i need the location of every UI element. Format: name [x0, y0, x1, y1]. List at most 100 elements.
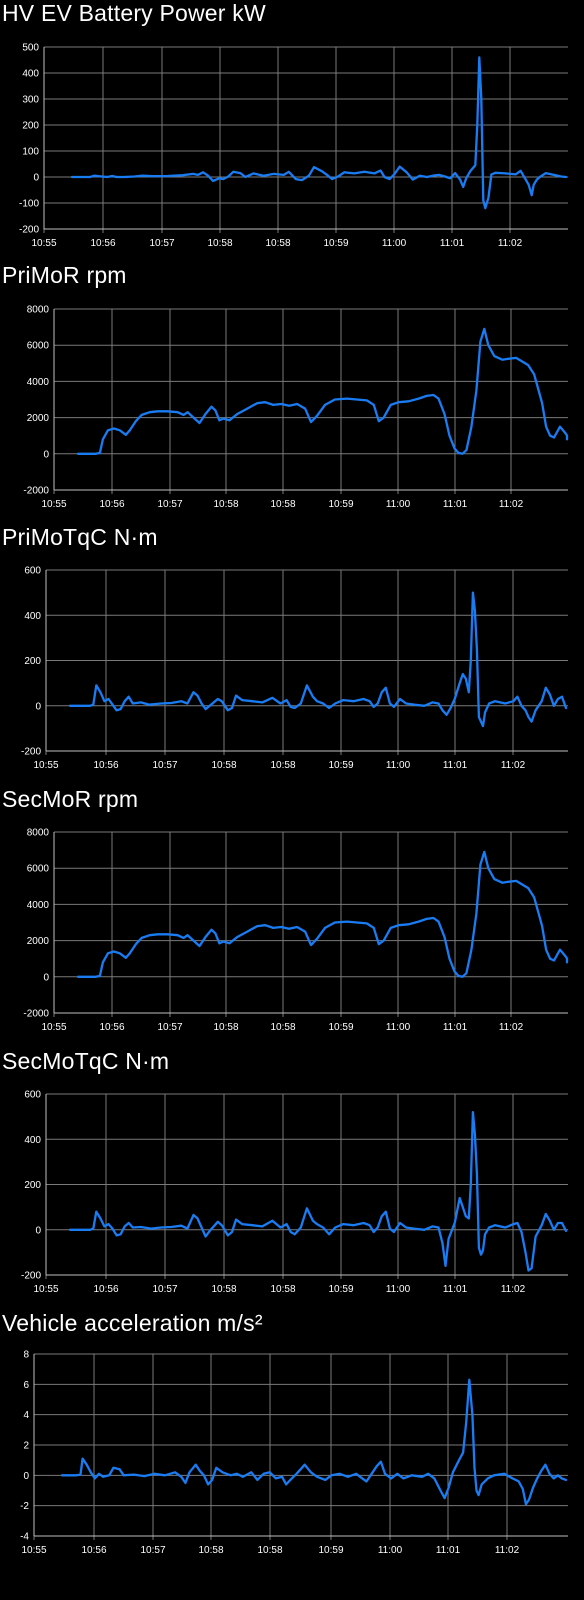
x-tick-label: 11:01	[440, 238, 465, 249]
x-tick-label: 11:02	[495, 1545, 520, 1556]
y-tick-label: 8000	[27, 305, 50, 316]
line-chart: 8000 6000 4000 2000 0 -2000 10:55 10:56 10:57 10:…	[23, 305, 569, 510]
y-tick-label: 8	[23, 1350, 29, 1361]
y-tick-label: 0	[43, 449, 49, 460]
chart-title: PriMoTqC N·m	[2, 524, 158, 550]
x-tick-label: 10:59	[328, 1022, 353, 1033]
line-chart: 8000 6000 4000 2000 0 -2000 10:55 10:56 10:57 10:…	[23, 828, 569, 1033]
x-tick-label: 10:57	[152, 760, 177, 771]
y-tick-label: -200	[21, 747, 41, 758]
series-line	[60, 1378, 568, 1506]
y-tick-label: 6000	[27, 341, 50, 352]
y-tick-label: 100	[22, 147, 39, 158]
y-tick-label: 2	[23, 1441, 29, 1452]
x-tick-label: 10:58	[270, 1284, 295, 1295]
chart-panel: HV EV Battery Power kW 500 400 300 200 100 0 -1…	[0, 0, 584, 262]
y-tick-label: 6000	[27, 864, 50, 875]
y-tick-label: 2000	[27, 936, 50, 947]
x-tick-label: 10:57	[157, 499, 182, 510]
x-tick-label: 10:55	[41, 499, 66, 510]
chart-title: Vehicle acceleration m/s²	[2, 1310, 263, 1336]
y-tick-label: -100	[19, 199, 39, 210]
x-tick-label: 11:00	[386, 499, 411, 510]
line-chart: 500 400 300 200 100 0 -100 -200 10:55 10:56 10:57 1…	[19, 43, 568, 249]
x-tick-label: 10:57	[140, 1545, 165, 1556]
x-tick-label: 10:58	[270, 760, 295, 771]
x-tick-label: 10:58	[265, 238, 290, 249]
chart-title: PriMoR rpm	[2, 262, 127, 288]
x-tick-label: 10:56	[93, 1284, 118, 1295]
chart-title: HV EV Battery Power kW	[2, 0, 266, 26]
y-tick-label: 2000	[27, 413, 50, 424]
y-tick-label: 0	[23, 1471, 29, 1482]
x-tick-label: 10:56	[99, 1022, 124, 1033]
x-tick-label: 11:02	[501, 1284, 526, 1295]
x-tick-label: 10:59	[328, 1284, 353, 1295]
x-tick-label: 10:58	[211, 1284, 236, 1295]
x-tick-label: 11:00	[382, 238, 407, 249]
y-tick-label: -2000	[23, 486, 49, 497]
x-tick-label: 10:56	[99, 499, 124, 510]
x-tick-label: 10:58	[211, 760, 236, 771]
line-chart: 600 400 200 0 -200 10:55 10:56 10:57 10:58 10:58 1…	[21, 1090, 568, 1295]
x-tick-label: 10:56	[90, 238, 115, 249]
y-tick-label: 300	[22, 95, 39, 106]
x-tick-label: 10:55	[41, 1022, 66, 1033]
series-line	[68, 1110, 568, 1272]
x-tick-label: 11:01	[436, 1545, 461, 1556]
y-tick-label: 200	[24, 1180, 41, 1191]
y-tick-label: 0	[35, 1225, 41, 1236]
x-tick-label: 10:59	[328, 499, 353, 510]
chart-title: SecMoTqC N·m	[2, 1048, 170, 1074]
y-tick-label: 600	[24, 1090, 41, 1101]
series-line	[68, 591, 568, 728]
x-tick-label: 10:58	[213, 1022, 238, 1033]
x-tick-label: 10:56	[93, 760, 118, 771]
y-tick-label: 600	[24, 566, 41, 577]
x-tick-label: 10:55	[33, 1284, 58, 1295]
x-tick-label: 10:58	[270, 499, 295, 510]
x-tick-label: 10:58	[270, 1022, 295, 1033]
y-tick-label: 4000	[27, 377, 50, 388]
y-tick-label: 4000	[27, 900, 50, 911]
y-tick-label: 200	[24, 656, 41, 667]
x-tick-label: 10:58	[213, 499, 238, 510]
y-tick-label: -200	[19, 225, 39, 236]
x-tick-label: 11:01	[443, 1284, 468, 1295]
chart-panel: PriMoR rpm 8000 6000 4000 2000 0 -2000 10:55 10:…	[0, 262, 584, 524]
x-tick-label: 10:59	[328, 760, 353, 771]
line-chart: 600 400 200 0 -200 10:55 10:56 10:57 10:58 10:58 1…	[21, 566, 568, 771]
chart-panel: SecMoTqC N·m 600 400 200 0 -200 10:55 10:56 10:5…	[0, 1048, 584, 1310]
x-tick-label: 11:02	[498, 238, 523, 249]
x-tick-label: 10:58	[257, 1545, 282, 1556]
line-chart: 8 6 4 2 0 -2 -4 10:55 10:56 10:57 10:58 10:58 10:59 1…	[20, 1350, 568, 1556]
x-tick-label: 10:56	[81, 1545, 106, 1556]
y-tick-label: 200	[22, 121, 39, 132]
x-tick-label: 10:57	[157, 1022, 182, 1033]
y-tick-label: 0	[35, 701, 41, 712]
y-tick-label: -2000	[23, 1009, 49, 1020]
series-line	[76, 327, 569, 455]
x-tick-label: 11:00	[386, 1022, 411, 1033]
x-tick-label: 10:59	[323, 238, 348, 249]
x-tick-label: 10:58	[198, 1545, 223, 1556]
x-tick-label: 11:02	[499, 1022, 524, 1033]
x-tick-label: 11:01	[443, 499, 468, 510]
x-tick-label: 11:01	[443, 1022, 468, 1033]
y-tick-label: 4	[23, 1410, 29, 1421]
chart-panel: Vehicle acceleration m/s² 8 6 4 2 0 -2 -4 10:55 1…	[0, 1310, 584, 1572]
chart-title: SecMoR rpm	[2, 786, 139, 812]
x-tick-label: 10:55	[21, 1545, 46, 1556]
x-tick-label: 10:58	[207, 238, 232, 249]
x-tick-label: 11:00	[386, 1284, 411, 1295]
x-tick-label: 10:59	[318, 1545, 343, 1556]
series-line	[70, 56, 568, 210]
x-tick-label: 10:55	[33, 760, 58, 771]
x-tick-label: 11:00	[386, 760, 411, 771]
y-tick-label: -2	[20, 1501, 29, 1512]
y-tick-label: -4	[20, 1532, 29, 1543]
x-tick-label: 11:01	[443, 760, 468, 771]
x-tick-label: 11:02	[501, 760, 526, 771]
y-tick-label: 400	[24, 611, 41, 622]
chart-panel: SecMoR rpm 8000 6000 4000 2000 0 -2000 10:55 10:…	[0, 786, 584, 1048]
